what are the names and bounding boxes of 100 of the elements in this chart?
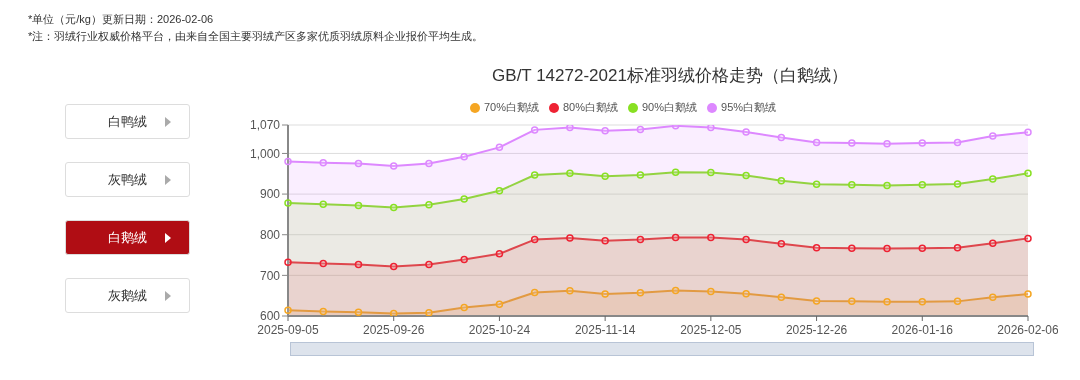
point: [953, 243, 962, 252]
point: [389, 262, 398, 271]
point: [848, 297, 856, 306]
point: [425, 260, 433, 269]
x-tick-label: 2025-10-24: [468, 323, 531, 337]
point: [707, 168, 715, 177]
legend-label: 70%白鹅绒: [483, 101, 539, 113]
point: [460, 152, 468, 161]
point: [812, 243, 821, 252]
point: [848, 180, 856, 189]
point: [989, 293, 997, 302]
point: [566, 169, 574, 178]
point: [460, 303, 468, 312]
point: [953, 297, 962, 306]
y-tick-label: 800: [259, 227, 281, 242]
point: [566, 125, 574, 132]
y-tick-label: 900: [259, 187, 281, 202]
point: [319, 259, 327, 268]
point: [989, 132, 997, 140]
point: [812, 297, 821, 305]
point: [495, 300, 504, 308]
text: 灰鹅绒: [108, 286, 147, 305]
text: *单位（元/kg）更新日期：2026-02-06: [28, 12, 214, 27]
x-tick-label: 2025-11-14: [574, 323, 636, 337]
y-tick-label: 1,000: [249, 146, 281, 161]
point: [495, 250, 504, 258]
point: [812, 138, 821, 147]
point: [530, 288, 539, 297]
point: [777, 176, 786, 185]
text: *注：羽绒行业权威价格平台，由来自全国主要羽绒产区多家优质羽绒原料企业报价平均生成。: [28, 29, 484, 44]
x-tick-label: 2025-09-05: [257, 323, 320, 337]
point: [319, 307, 327, 316]
x-tick-label: 2025-12-05: [680, 323, 742, 337]
text: 灰鸭绒: [108, 170, 147, 189]
point: [777, 239, 786, 248]
point: [742, 235, 750, 244]
point: [953, 180, 962, 188]
text: 白鹅绒: [108, 228, 147, 247]
point: [1024, 290, 1032, 298]
point: [989, 175, 997, 183]
point: [425, 309, 433, 316]
point: [883, 139, 891, 148]
point: [636, 289, 645, 297]
point: [707, 287, 715, 296]
point: [671, 233, 680, 242]
x-tick-label: 2026-01-16: [891, 323, 954, 337]
point: [601, 172, 609, 180]
point: [883, 181, 891, 190]
point: [530, 235, 539, 244]
point: [354, 260, 363, 269]
point: [389, 203, 398, 212]
point: [707, 125, 715, 132]
point: [530, 126, 539, 134]
x-tick-label: 2025-12-26: [785, 323, 848, 337]
point: [1024, 169, 1032, 178]
point: [742, 289, 750, 298]
point: [989, 239, 997, 248]
point: [742, 171, 750, 180]
point: [848, 244, 856, 252]
x-tick-label: 2025-09-26: [363, 323, 425, 337]
point: [354, 308, 363, 316]
point: [777, 293, 786, 302]
text: 白鸭绒: [108, 112, 147, 131]
point: [460, 255, 468, 264]
point: [848, 139, 856, 147]
point: [354, 159, 363, 168]
point: [953, 138, 962, 147]
point: [425, 159, 433, 168]
point: [319, 159, 327, 167]
point: [777, 133, 786, 142]
point: [601, 290, 609, 298]
point: [812, 180, 821, 189]
point: [671, 286, 680, 295]
point: [1024, 128, 1032, 137]
point: [918, 139, 927, 147]
point: [601, 126, 609, 135]
y-tick-label: 700: [259, 268, 281, 283]
point: [495, 143, 504, 152]
point: [319, 200, 327, 208]
point: [284, 199, 292, 207]
chart-title: GB/T 14272-2021标准羽绒价格走势（白鹅绒）: [491, 65, 849, 87]
point: [354, 201, 363, 210]
point: [636, 125, 645, 134]
point: [495, 187, 504, 195]
point: [389, 309, 398, 316]
point: [601, 237, 609, 245]
legend-label: 95%白鹅绒: [721, 101, 777, 113]
y-tick-label: 600: [259, 309, 281, 324]
legend-label: 90%白鹅绒: [642, 101, 698, 113]
point: [883, 244, 891, 253]
point: [284, 157, 292, 166]
point: [425, 200, 433, 209]
point: [460, 195, 468, 203]
point: [742, 128, 750, 136]
point: [566, 287, 574, 295]
point: [1024, 234, 1032, 243]
point: [566, 234, 574, 242]
point: [918, 244, 927, 252]
x-tick-label: 2026-02-06: [997, 323, 1060, 337]
y-tick-label: 1,070: [249, 118, 281, 133]
